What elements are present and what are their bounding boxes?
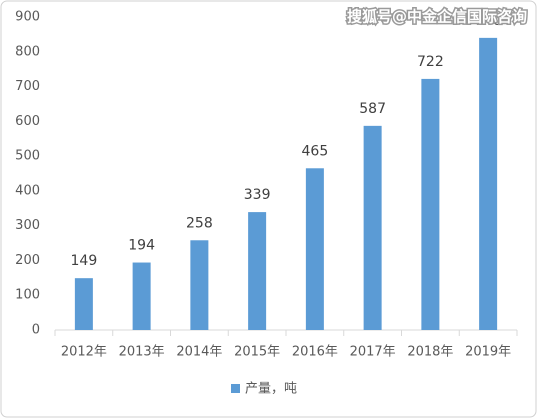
x-tick-label: 2012年 (61, 345, 107, 360)
y-tick-label: 400 (15, 183, 40, 198)
value-label: 587 (359, 101, 386, 117)
x-tick-label: 2015年 (234, 345, 280, 360)
watermark: 搜狐号@中金企信国际咨询 (347, 8, 527, 26)
x-tick-label: 2016年 (292, 345, 338, 360)
y-tick-label: 300 (15, 218, 40, 233)
bar (421, 78, 440, 330)
y-tick-label: 700 (15, 79, 40, 94)
bar (479, 37, 498, 330)
bar (305, 168, 324, 330)
bar (132, 262, 151, 330)
y-tick-label: 0 (32, 323, 40, 338)
value-label: 339 (244, 187, 271, 203)
y-tick-label: 100 (15, 288, 40, 303)
value-label: 258 (186, 215, 213, 231)
y-tick-label: 200 (15, 253, 40, 268)
bar (363, 125, 382, 330)
value-label: 840 (475, 13, 502, 29)
bar (74, 278, 93, 330)
x-tick-label: 2013年 (119, 345, 165, 360)
x-tick-label: 2019年 (465, 345, 511, 360)
value-label: 722 (417, 54, 444, 70)
x-tick-label: 2017年 (350, 345, 396, 360)
y-tick-label: 600 (15, 114, 40, 129)
legend-swatch (231, 384, 240, 393)
y-tick-label: 900 (15, 10, 40, 25)
y-tick-label: 500 (15, 149, 40, 164)
value-label: 194 (128, 238, 155, 254)
value-label: 465 (302, 143, 329, 159)
bar (190, 240, 209, 330)
value-label: 149 (71, 253, 98, 269)
legend-label: 产量，吨 (245, 382, 297, 397)
y-tick-label: 800 (15, 44, 40, 59)
bar (248, 212, 267, 330)
x-tick-label: 2018年 (407, 345, 453, 360)
x-tick-label: 2014年 (176, 345, 222, 360)
